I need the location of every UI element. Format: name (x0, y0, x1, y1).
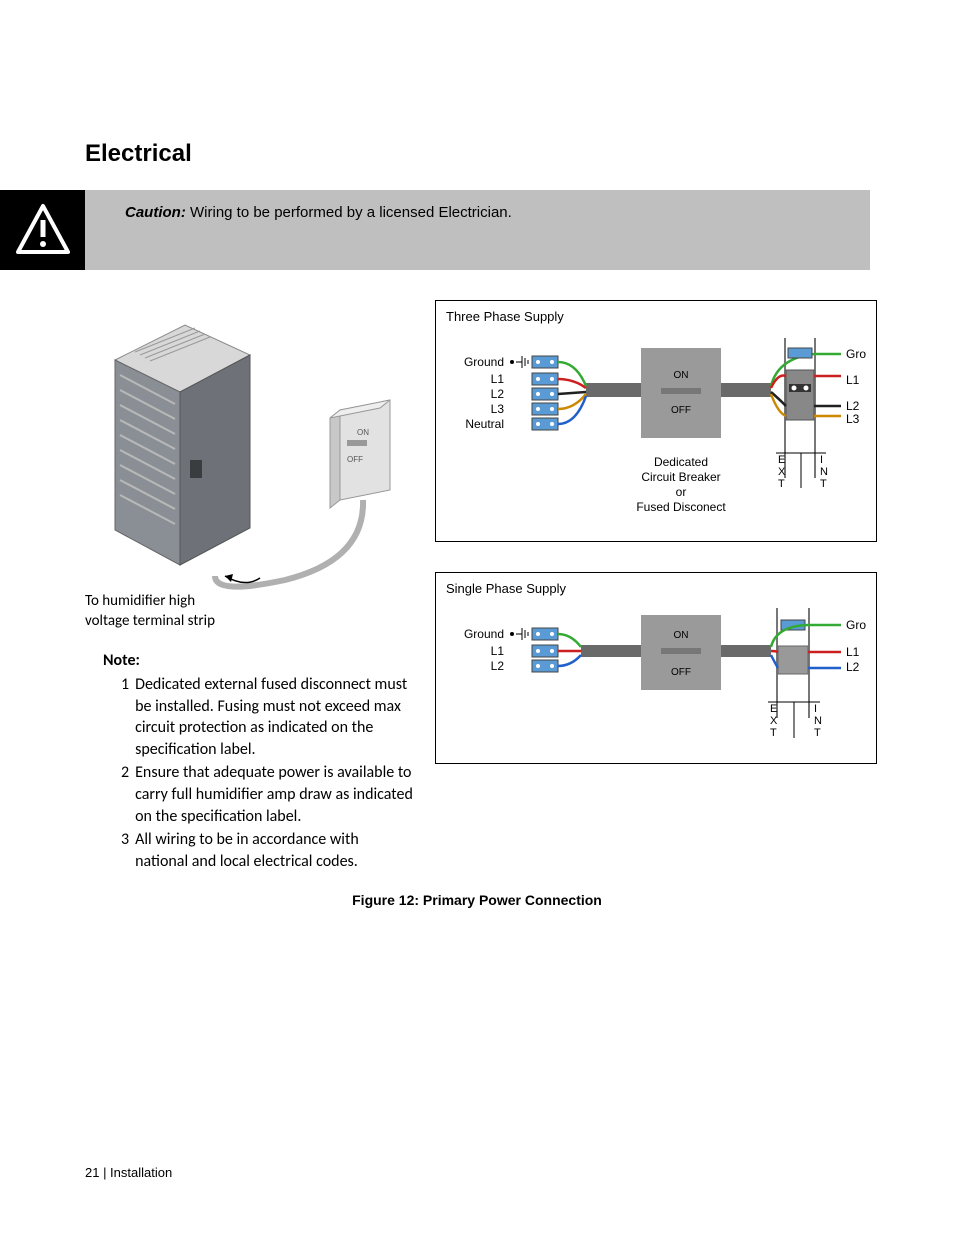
svg-text:I: I (820, 454, 823, 466)
svg-text:Dedicated: Dedicated (654, 455, 708, 469)
svg-text:Fused Disconect: Fused Disconect (636, 500, 726, 514)
note-heading: Note: (103, 651, 415, 670)
svg-text:ON: ON (674, 630, 689, 641)
svg-text:L1: L1 (491, 644, 505, 658)
svg-text:X: X (770, 715, 778, 727)
note-item: 2Ensure that adequate power is available… (121, 762, 415, 827)
svg-text:E: E (770, 703, 777, 715)
svg-text:L1: L1 (846, 645, 860, 659)
svg-text:E: E (778, 454, 785, 466)
svg-text:Circuit Breaker: Circuit Breaker (641, 470, 720, 484)
svg-text:Ground: Ground (464, 355, 504, 369)
svg-text:OFF: OFF (671, 405, 691, 416)
svg-text:I: I (814, 703, 817, 715)
three-phase-diagram: Three Phase Supply Ground L1 L2 L3 Neutr… (435, 300, 877, 542)
single-phase-title: Single Phase Supply (446, 581, 866, 596)
svg-text:ON: ON (674, 370, 689, 381)
svg-text:N: N (814, 715, 822, 727)
svg-text:or: or (676, 485, 687, 499)
svg-text:L3: L3 (491, 402, 505, 416)
note-item: 1Dedicated external fused disconnect mus… (121, 674, 415, 760)
caution-bar: Caution: Wiring to be performed by a lic… (0, 190, 870, 270)
svg-text:X: X (778, 466, 786, 478)
svg-text:Ground: Ground (846, 347, 866, 361)
figure-caption: Figure 12: Primary Power Connection (85, 892, 869, 908)
single-phase-diagram: Single Phase Supply Ground L1 L2 (435, 572, 877, 764)
caution-body: Wiring to be performed by a licensed Ele… (186, 204, 512, 221)
svg-text:L2: L2 (846, 399, 860, 413)
svg-text:Ground: Ground (846, 618, 866, 632)
svg-text:L1: L1 (846, 373, 860, 387)
svg-text:Neutral: Neutral (465, 417, 504, 431)
device-illustration: ON OFF (85, 300, 415, 600)
svg-text:L2: L2 (491, 387, 505, 401)
svg-text:T: T (778, 478, 785, 490)
svg-text:T: T (820, 478, 827, 490)
notes: Note: 1Dedicated external fused disconne… (85, 651, 415, 872)
switch-on-label: ON (357, 428, 369, 437)
svg-text:L2: L2 (491, 659, 505, 673)
caution-label: Caution: (125, 204, 186, 221)
svg-text:L1: L1 (491, 372, 505, 386)
svg-text:T: T (814, 727, 821, 739)
note-item: 3All wiring to be in accordance with nat… (121, 829, 415, 872)
section-title: Electrical (85, 140, 869, 168)
svg-text:N: N (820, 466, 828, 478)
page-footer: 21 | Installation (85, 1165, 172, 1180)
warning-icon (16, 203, 70, 257)
svg-text:L3: L3 (846, 412, 860, 426)
caution-text: Caution: Wiring to be performed by a lic… (85, 190, 870, 270)
warning-icon-box (0, 190, 85, 270)
three-phase-title: Three Phase Supply (446, 309, 866, 324)
svg-text:L2: L2 (846, 660, 860, 674)
svg-text:Ground: Ground (464, 627, 504, 641)
svg-text:T: T (770, 727, 777, 739)
svg-text:OFF: OFF (671, 667, 691, 678)
switch-off-label: OFF (347, 455, 363, 464)
